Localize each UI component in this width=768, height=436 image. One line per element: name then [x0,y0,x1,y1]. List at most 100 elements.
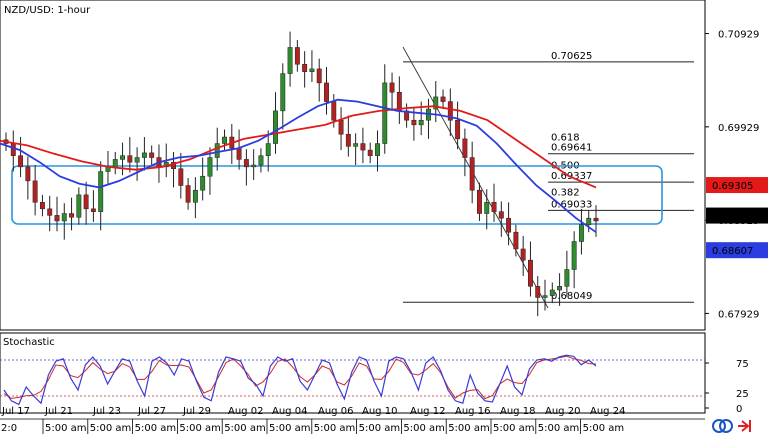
scroll-to-end-icon[interactable] [738,420,751,432]
candle-body [39,202,45,210]
candle [127,137,133,173]
candle [447,88,453,137]
date-tick-label: Jul 29 [182,406,211,417]
time-tick-label: 5:00 am [448,423,490,434]
candle [149,145,155,165]
candle-body [447,101,453,121]
candle-body [141,152,147,158]
candle [192,177,198,219]
candle-body [367,149,373,156]
stochastic-k-line [3,354,597,406]
candle-body [134,157,140,163]
candle [571,231,577,289]
candle [25,156,31,200]
candle-body [549,289,555,296]
date-tick-label: Aug 20 [545,406,580,417]
stochastic-panel [0,332,706,414]
time-tick-label: 5:00 am [314,423,356,434]
candle-body [542,295,548,298]
candle-body [520,248,526,261]
candle-body [214,143,220,158]
candle [309,50,315,82]
candle [61,203,67,240]
candle-body [353,143,359,147]
candle [273,92,278,154]
candle [185,178,191,210]
candle-body [491,202,497,212]
date-tick-label: Jul 27 [137,406,166,417]
candle-body [25,166,31,182]
candle [542,279,548,311]
candle-body [273,110,278,144]
candle [484,189,490,230]
date-tick-label: Aug 24 [590,406,625,417]
time-axis: 2:0 5:00 am 5:00 am 5:00 am 5:00 am 5:00 am 5:… [0,418,705,434]
candle [76,187,82,225]
candle [32,165,38,216]
candle-body [411,119,417,126]
candle [258,148,264,173]
candle [557,273,563,306]
candle [251,149,257,180]
candle-body [243,159,249,168]
candle [506,202,512,246]
price-badge-label: 0.68607 [712,246,753,257]
time-tick-label: 5:00 am [45,423,87,434]
candle [578,208,584,255]
candle-body [527,259,533,287]
candle-body [477,189,482,214]
candle [535,276,541,317]
price-badge-bg [706,177,768,194]
time-tick-label: 5:00 am [359,423,401,434]
candle [520,235,526,277]
candle-body [433,96,439,110]
candle-body [469,157,475,191]
candle [469,141,475,204]
candle [367,142,373,164]
fib-trend-line [402,46,549,309]
candle [134,147,140,181]
price-badge: 0.68607 [706,242,768,259]
candle [549,282,555,304]
candle-body [61,213,67,222]
ma-slow-line [0,105,597,189]
date-tick-label: Jul 17 [1,406,30,417]
price-panel [0,0,706,331]
candle-body [498,211,504,219]
candle [324,67,329,115]
fib-level-label: 0.618 [551,133,580,144]
price-badge: 0.69305 [706,177,768,194]
candle-body [389,82,395,93]
candle-body [375,143,380,156]
candle-body [207,157,213,177]
candle-body [586,217,592,225]
candle [280,63,286,130]
candle-body [484,202,490,214]
candle-body [32,180,38,203]
stochastic-levels [0,359,705,397]
date-tick-label: Aug 02 [228,406,263,417]
ma-fast-line [0,98,597,233]
date-tick-label: Jul 21 [44,406,73,417]
candle [462,128,468,177]
candle-body [309,68,315,72]
price-badge-label: 0.69305 [712,181,753,192]
candle [287,31,293,87]
candle [375,130,380,172]
time-tick-label: 5:00 am [224,423,266,434]
time-tick-label: 5:00 am [269,423,311,434]
candle-body [418,119,424,126]
link-icon[interactable] [712,419,733,433]
candle-body [557,286,563,291]
candle [440,89,446,110]
fib-level-label: 0.68049 [551,291,592,302]
candle [345,115,351,157]
price-badge: ▸ 0.68978 [706,207,768,224]
fib-level-label: 0.69641 [551,143,592,154]
candle-body [513,231,519,250]
time-tick-label: 5:00 am [90,423,132,434]
candle [98,161,104,231]
candle-body [535,286,541,298]
